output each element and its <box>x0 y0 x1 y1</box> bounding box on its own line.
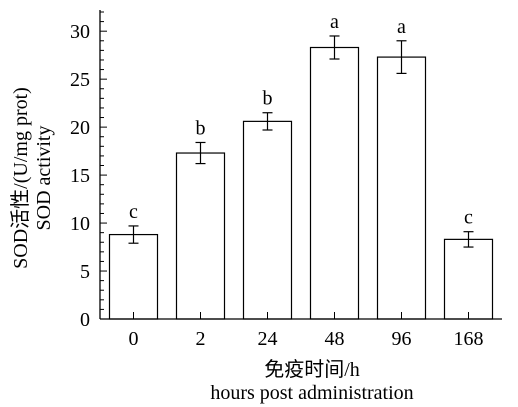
chart-marks: c b b a a c <box>108 11 494 320</box>
x-tick-label: 0 <box>129 328 139 350</box>
y-tick-label: 30 <box>70 21 90 43</box>
chart-axes: 0 5 10 15 20 25 30 0 2 24 48 96 168 <box>70 10 502 350</box>
y-axis-label-cn: SOD活性/(U/mg prot) <box>9 87 32 269</box>
significance-letter: b <box>196 117 206 139</box>
significance-letter: a <box>397 16 406 38</box>
y-tick-label: 0 <box>80 309 90 331</box>
x-tick-label: 24 <box>258 328 278 350</box>
bar-0 <box>108 233 159 320</box>
chart-labels: 免疫时间/h hours post administration SOD活性/(… <box>9 87 414 404</box>
x-tick-label: 48 <box>325 328 345 350</box>
x-axis-label-cn: 免疫时间/h <box>264 358 360 381</box>
bar-48 <box>309 46 360 320</box>
x-tick-label: 2 <box>196 328 206 350</box>
significance-letter: c <box>464 207 473 229</box>
bar-24 <box>242 120 293 320</box>
y-axis-label-en: SOD activity <box>33 126 55 231</box>
y-tick-label: 25 <box>70 69 90 91</box>
significance-letter: b <box>263 88 273 110</box>
bar-96 <box>376 56 427 320</box>
bar-168 <box>443 238 494 320</box>
x-tick-label: 96 <box>392 328 412 350</box>
y-tick-label: 20 <box>70 117 90 139</box>
x-axis-label-en: hours post administration <box>210 382 413 404</box>
x-tick-label: 168 <box>454 328 484 350</box>
y-tick-label: 5 <box>80 261 90 283</box>
y-tick-label: 15 <box>70 165 90 187</box>
significance-letter: c <box>129 201 138 223</box>
bar-2 <box>175 152 226 320</box>
y-tick-label: 10 <box>70 213 90 235</box>
significance-letter: a <box>330 11 339 33</box>
